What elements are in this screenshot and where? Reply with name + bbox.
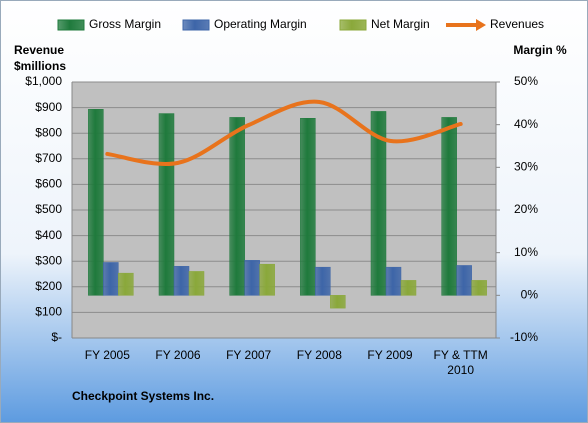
y2-tick-label: 10%	[514, 245, 538, 259]
legend-label: Gross Margin	[89, 17, 161, 31]
y2-tick-label: -10%	[510, 330, 538, 344]
bar	[300, 118, 316, 296]
y-tick-label: $500	[35, 202, 62, 216]
y-tick-label: $600	[35, 177, 62, 191]
y-tick-label: $1,000	[25, 74, 62, 88]
y-tick-label: $700	[35, 151, 62, 165]
bar	[158, 113, 175, 296]
bar	[229, 117, 245, 296]
x-tick-label: FY 2009	[367, 348, 413, 362]
x-tick-label: FY 2007	[226, 348, 272, 362]
bar	[259, 263, 275, 296]
y-tick-label: $800	[35, 125, 62, 139]
legend-label: Revenues	[490, 17, 544, 31]
legend-swatch	[476, 19, 486, 31]
y2-tick-label: 40%	[514, 117, 538, 131]
x-tick-label: FY 2008	[296, 348, 342, 362]
y-tick-label: $-	[51, 330, 62, 344]
bar	[400, 280, 417, 296]
y-tick-label: $300	[35, 253, 62, 267]
bar	[188, 271, 205, 296]
y2-tick-label: 0%	[521, 288, 539, 302]
bar	[441, 117, 457, 296]
bar	[471, 280, 487, 296]
bar	[88, 109, 104, 296]
bar	[103, 262, 119, 296]
x-tick-label: FY & TTM 2010	[433, 348, 488, 377]
x-tick-label: FY 2005	[84, 348, 130, 362]
y-tick-label: $200	[35, 279, 62, 293]
y-tick-label: $900	[35, 100, 62, 114]
bar	[315, 266, 331, 296]
bar	[456, 265, 472, 296]
y2-tick-label: 50%	[514, 74, 538, 88]
legend-swatch	[339, 19, 367, 31]
legend-swatch	[182, 19, 210, 31]
y2-axis-title: Margin %	[513, 43, 567, 57]
bar	[173, 266, 190, 296]
bar	[118, 272, 134, 296]
bar	[244, 260, 260, 296]
y-axis-title: Revenue $millions	[14, 43, 66, 73]
legend-swatch	[57, 19, 85, 31]
y2-tick-label: 30%	[514, 160, 538, 174]
y2-tick-label: 20%	[514, 202, 538, 216]
y-tick-label: $100	[35, 305, 62, 319]
legend-label: Operating Margin	[214, 17, 307, 31]
revenue-line	[105, 99, 463, 166]
bar	[385, 266, 402, 296]
bar	[330, 295, 346, 309]
y-tick-label: $400	[35, 228, 62, 242]
legend-label: Net Margin	[371, 17, 430, 31]
x-tick-label: FY 2006	[155, 348, 201, 362]
bar	[370, 111, 387, 296]
footer: Checkpoint Systems Inc.	[72, 389, 214, 403]
